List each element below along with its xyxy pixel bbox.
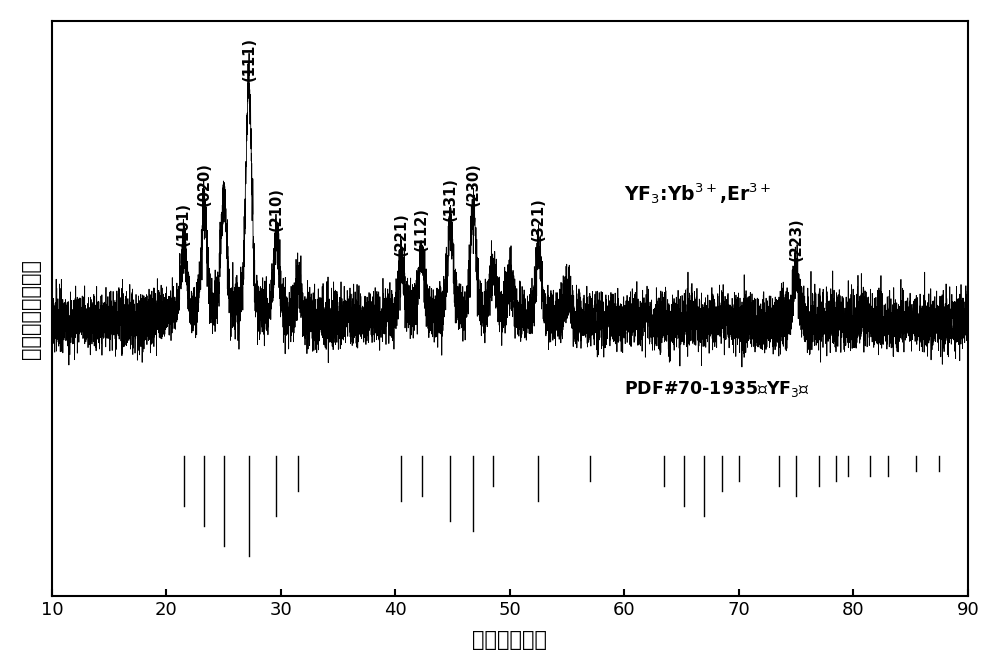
Text: (230): (230) [466,162,481,206]
Text: (321): (321) [531,197,546,241]
Y-axis label: 强度（任意单位）: 强度（任意单位） [21,258,41,358]
Text: (131): (131) [443,177,458,221]
Text: (112): (112) [414,207,429,251]
Text: (020): (020) [197,162,212,206]
Text: (101): (101) [176,202,191,246]
Text: (111): (111) [241,37,256,81]
Text: PDF#70-1935（YF$_3$）: PDF#70-1935（YF$_3$） [624,379,810,399]
Text: (221): (221) [394,212,409,256]
Text: (210): (210) [269,187,284,231]
X-axis label: 衍射角（度）: 衍射角（度） [472,630,547,650]
Text: YF$_3$:Yb$^{3+}$,Er$^{3+}$: YF$_3$:Yb$^{3+}$,Er$^{3+}$ [624,181,772,206]
Text: (223): (223) [789,217,804,261]
